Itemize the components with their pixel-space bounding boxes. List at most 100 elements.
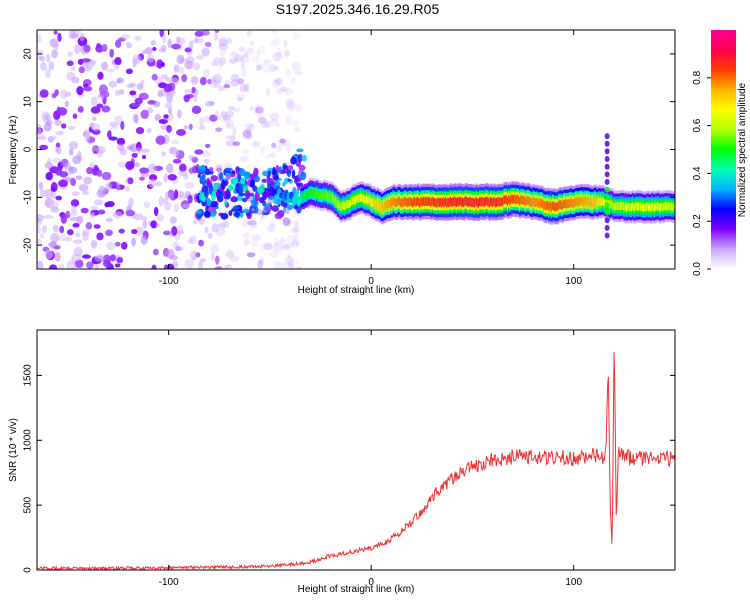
cluster-blob (261, 178, 267, 183)
noise-blob (72, 113, 78, 119)
noise-blob (240, 53, 250, 63)
noise-blob (286, 100, 296, 111)
ridge-cell (481, 197, 484, 207)
noise-blob (37, 238, 43, 246)
noise-blob (286, 235, 295, 245)
ridge-cell (430, 198, 433, 208)
noise-blob (233, 107, 241, 113)
cluster-blob (198, 165, 206, 173)
noise-blob (225, 140, 236, 147)
noise-blob (262, 64, 271, 74)
ridge-patch (211, 190, 217, 202)
noise-blob (95, 44, 104, 53)
ridge-cell (548, 202, 551, 212)
noise-blob (276, 88, 284, 95)
ridge-cell (628, 202, 631, 211)
noise-blob (242, 134, 252, 140)
noise-blob (102, 259, 112, 268)
noise-blob (248, 123, 255, 132)
noise-blob (168, 112, 174, 121)
noise-blob (204, 42, 212, 47)
noise-blob (184, 258, 195, 269)
noise-blob (79, 32, 85, 42)
noise-blob (128, 197, 134, 208)
ridge-cell (539, 198, 543, 208)
noise-blob (146, 107, 154, 113)
noise-blob (187, 238, 193, 244)
noise-blob (93, 224, 101, 229)
noise-blob (209, 114, 218, 122)
noise-blob (236, 96, 244, 102)
noise-blob (44, 162, 54, 169)
noise-blob (212, 73, 223, 84)
noise-blob (215, 255, 220, 265)
noise-blob (155, 222, 160, 228)
noise-blob (105, 229, 113, 237)
noise-blob (283, 262, 294, 269)
ridge-cell (452, 197, 455, 207)
ridge-cell (352, 196, 355, 205)
noise-blob (86, 261, 94, 269)
ridge-patch (252, 185, 258, 192)
noise-blob (77, 58, 84, 66)
ridge-cell (305, 191, 308, 200)
noise-blob (54, 41, 60, 51)
ridge-cell (666, 202, 669, 211)
ridge-cell (595, 198, 599, 207)
ridge-cell (589, 198, 592, 207)
noise-blob (255, 64, 262, 71)
cluster-blob (298, 175, 302, 179)
disturbance-cell (604, 140, 610, 147)
noise-blob (51, 49, 59, 59)
ridge-cell (519, 197, 522, 206)
ridge-cell (562, 199, 566, 209)
noise-blob (220, 110, 227, 118)
noise-blob (90, 106, 101, 114)
cluster-blob (252, 175, 260, 183)
noise-blob (240, 59, 246, 70)
noise-blob (105, 217, 113, 223)
ridge-cell (450, 198, 454, 208)
ridge-cell (646, 202, 650, 211)
noise-blob (284, 49, 291, 58)
noise-blob (181, 204, 191, 209)
noise-blob (108, 80, 118, 88)
ridge-cell (318, 191, 321, 199)
cluster-blob (287, 165, 294, 171)
ridge-cell (390, 198, 393, 207)
noise-blob (146, 128, 152, 134)
noise-blob (140, 148, 150, 153)
cluster-blob (237, 173, 242, 183)
disturbance-cell (604, 133, 610, 140)
cluster-blob (220, 212, 229, 220)
cluster-blob (224, 167, 233, 172)
noise-blob (92, 170, 98, 176)
noise-blob (121, 241, 128, 250)
spectrogram-xtick-label: 0 (368, 276, 374, 287)
ridge-cell (342, 201, 346, 210)
noise-blob (279, 237, 286, 244)
ridge-cell (330, 194, 334, 203)
noise-blob (136, 83, 144, 90)
ridge-cell (556, 202, 560, 212)
noise-blob (283, 39, 288, 48)
noise-blob (214, 109, 220, 119)
ridge-cell (437, 197, 441, 207)
ridge-cell (591, 198, 595, 208)
noise-blob (132, 54, 142, 65)
noise-blob (186, 93, 194, 99)
noise-blob (76, 215, 84, 225)
ridge-cell (347, 200, 351, 209)
ridge-cell (374, 200, 377, 209)
ridge-cell (611, 200, 614, 209)
ridge-patch (245, 190, 251, 200)
colorbar-label: Normalized spectral amplitude (737, 82, 748, 217)
noise-blob (84, 65, 92, 72)
ridge-cell (402, 198, 405, 207)
ridge-cell (300, 194, 303, 202)
cluster-blob (233, 211, 241, 218)
noise-blob (74, 44, 81, 55)
noise-blob (227, 105, 235, 111)
ridge-cell (313, 189, 317, 198)
